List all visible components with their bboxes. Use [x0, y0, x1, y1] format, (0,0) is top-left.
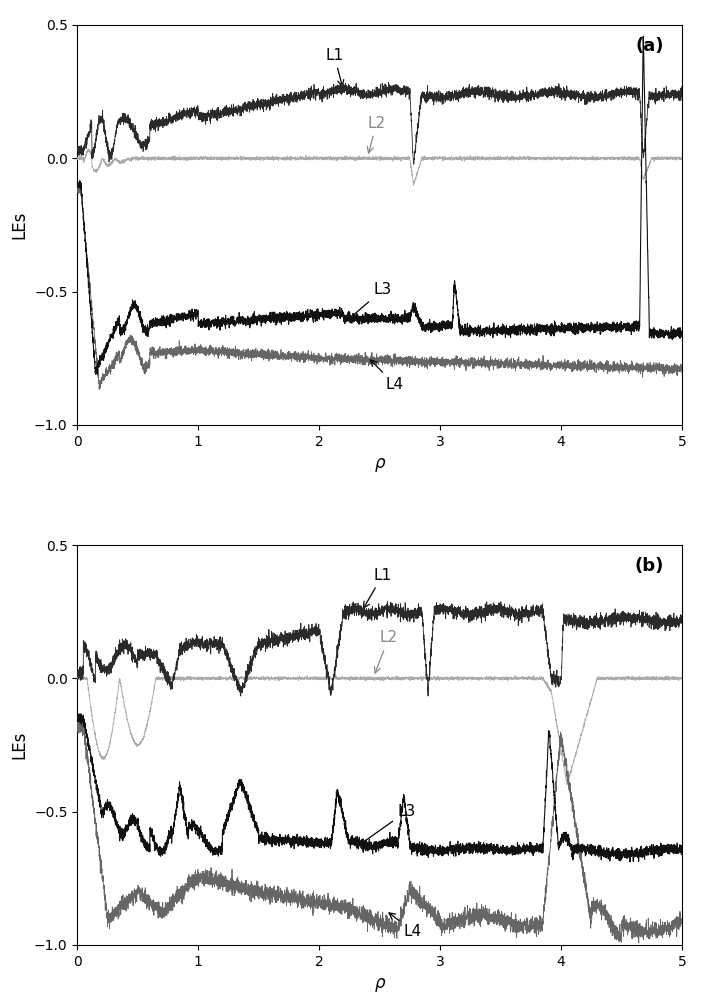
- Text: L4: L4: [389, 913, 422, 939]
- Text: L4: L4: [370, 360, 404, 392]
- Text: (b): (b): [634, 557, 664, 575]
- X-axis label: ρ: ρ: [375, 454, 385, 472]
- Text: L3: L3: [347, 282, 392, 321]
- Text: L3: L3: [359, 804, 416, 845]
- Y-axis label: LEs: LEs: [11, 731, 28, 759]
- X-axis label: ρ: ρ: [375, 974, 385, 992]
- Text: L1: L1: [325, 48, 344, 86]
- Text: L2: L2: [367, 116, 386, 153]
- Text: (a): (a): [636, 37, 664, 55]
- Text: L1: L1: [363, 568, 392, 608]
- Text: L2: L2: [375, 630, 398, 673]
- Y-axis label: LEs: LEs: [11, 211, 28, 239]
